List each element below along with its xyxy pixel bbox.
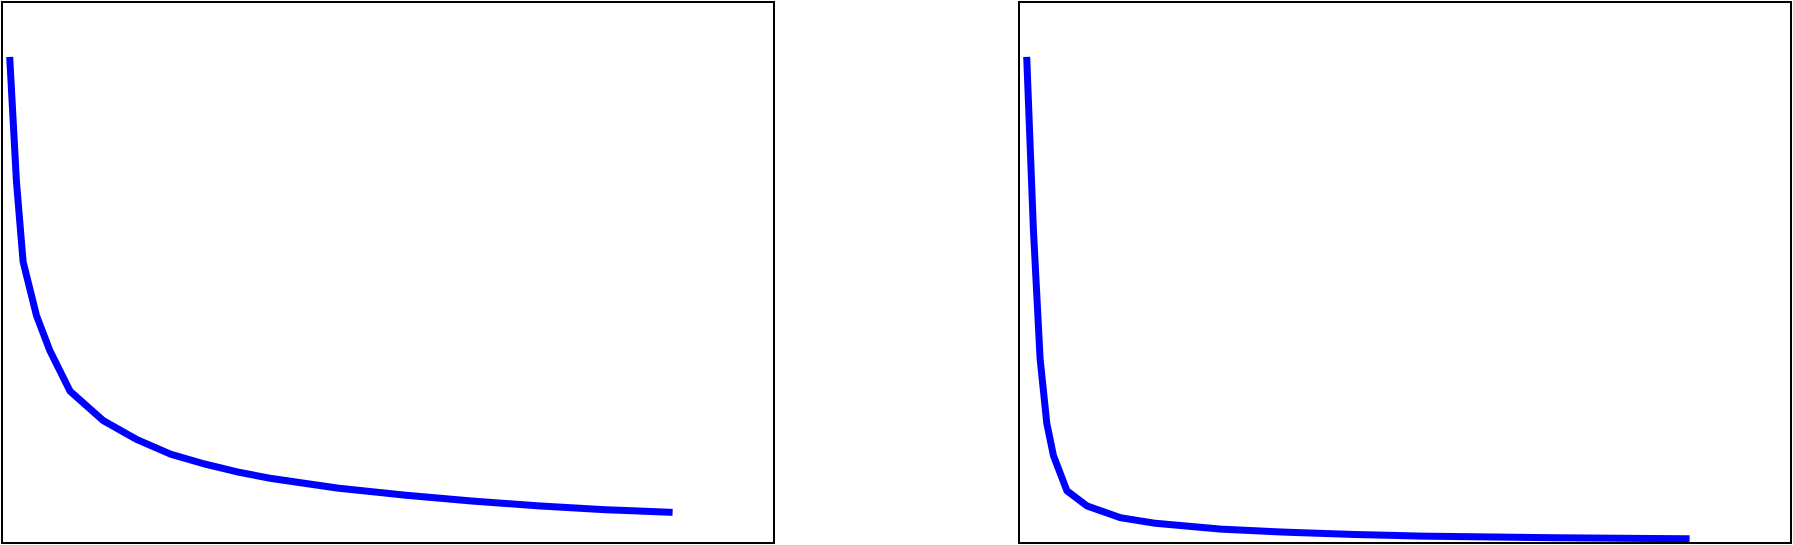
chart-panel-right: [1018, 1, 1792, 544]
series-line-right-0: [1023, 56, 1690, 542]
line-chart-left: [6, 56, 673, 516]
series-line-left-0: [6, 56, 673, 516]
chart-panel-left: [1, 1, 775, 544]
line-chart-right: [1023, 56, 1690, 542]
